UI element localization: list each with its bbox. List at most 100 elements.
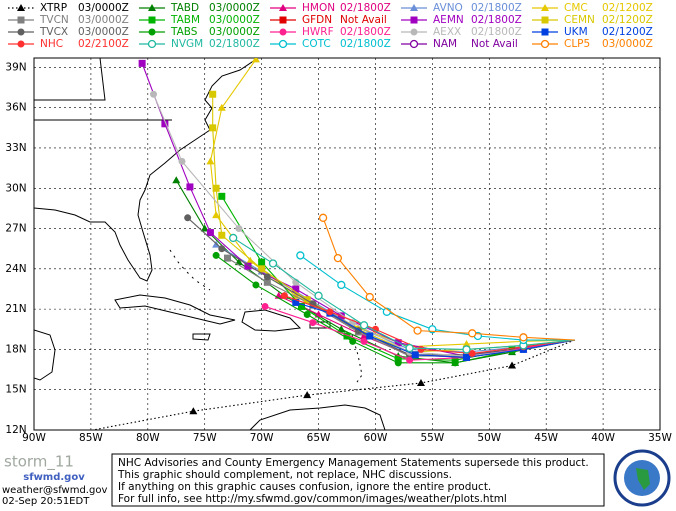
legend-name: AVNO [433,2,463,14]
marker [278,39,288,49]
legend-name: CMC [564,2,588,14]
marker [251,58,260,63]
marker [541,28,549,36]
marker [406,356,414,364]
legend-time: 02/1800Z [340,38,391,50]
marker [303,311,311,319]
marker [258,258,266,266]
y-tick-label: 33N [5,142,26,154]
marker [172,176,181,184]
legend-time: 02/1800Z [471,14,522,26]
marker [296,251,305,260]
logo-box [0,455,110,507]
marker [314,291,323,300]
legend-name: NAM [433,38,457,50]
marker [343,332,351,340]
marker [178,157,186,165]
marker [468,349,476,357]
x-tick-label: 45W [534,432,558,444]
legend-time: 03/0000Z [209,26,260,38]
x-tick-label: 50W [477,432,501,444]
track [141,63,575,357]
marker [365,292,374,302]
legend-name: CEMN [564,14,595,26]
legend-name: GFDN [302,14,332,26]
marker [366,332,374,340]
marker [326,308,334,316]
marker [279,4,287,11]
marker [410,4,418,11]
marker [209,124,217,132]
legend-time: 03/0000Z [78,26,129,38]
legend-name: CLP5 [564,38,590,50]
marker [333,253,343,263]
site-name: sfwmd.gov [23,472,85,483]
marker [410,28,418,36]
marker [218,192,226,200]
marker [297,302,305,310]
marker [451,359,459,367]
legend-name: AEXX [433,26,461,38]
legend-time: 03/0000Z [209,2,260,14]
marker [468,329,477,338]
marker [411,351,419,359]
x-tick-label: 90W [22,432,46,444]
marker [519,333,528,342]
marker [409,39,419,49]
legend-name: TVCN [39,14,69,26]
track [232,237,575,350]
marker [309,319,317,327]
marker [394,355,402,363]
y-tick-label: 15N [5,384,26,396]
marker [463,353,471,361]
legend-name: NVGM [171,38,203,50]
marker [17,16,25,24]
marker [337,280,346,290]
marker [541,16,549,24]
legend-time: 03/0000Z [602,38,653,50]
marker [147,39,157,49]
email: weather@sfwmd.gov [2,485,107,496]
legend-name: AEMN [433,14,464,26]
marker [206,157,215,165]
marker [235,225,243,233]
legend-name: NHC [40,38,63,50]
marker [246,256,255,264]
legend-name: TABS [170,26,198,38]
legend-time: 02/2100Z [78,38,129,50]
x-tick-label: 70W [250,432,274,444]
notice-line: If anything on this graphic causes confu… [118,481,491,493]
marker [292,298,300,306]
legend-name: UKM [564,26,588,38]
marker [410,16,418,24]
x-tick-label: 75W [193,432,217,444]
legend-time: 02/1200Z [602,26,653,38]
plot-frame [33,57,661,431]
legend-time: 02/1200Z [602,2,653,14]
notice: NHC Advisories and County Emergency Mana… [117,457,589,505]
marker [279,28,287,36]
marker [405,343,414,353]
marker [280,292,288,300]
marker [148,4,156,11]
tracks [89,58,575,430]
marker [186,183,194,191]
border [34,58,106,101]
y-tick-label: 30N [5,182,26,194]
legend-name: HWRF [302,26,334,38]
x-tick-label: 80W [136,432,160,444]
marker [244,262,252,270]
marker [189,407,198,415]
marker [303,391,312,399]
y-tick-label: 24N [5,263,26,275]
x-tick-label: 60W [364,432,388,444]
marker [462,345,471,354]
x-tick-label: 65W [307,432,331,444]
marker [212,211,221,219]
marker [212,251,220,259]
island-chain [351,334,363,386]
marker [206,229,214,237]
legend-name: TABD [170,2,199,14]
y-tick-label: 21N [5,303,26,315]
